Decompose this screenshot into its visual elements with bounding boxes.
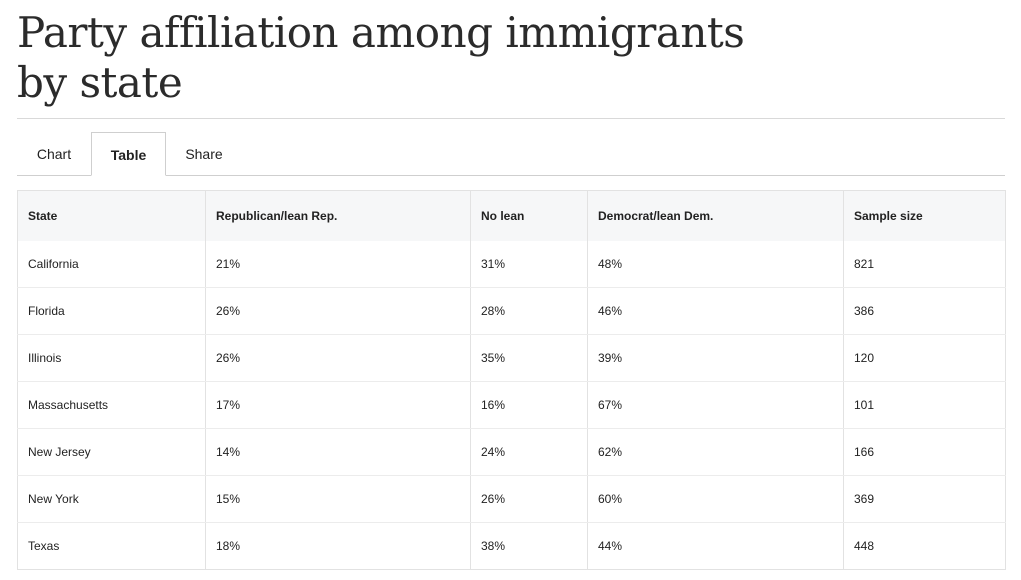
cell-no-lean: 24%	[470, 428, 588, 476]
tab-bar-divider	[17, 175, 1005, 176]
column-header-state[interactable]: State	[17, 190, 206, 241]
table-row: Illinois 26% 35% 39% 120	[17, 334, 1006, 382]
data-table: State Republican/lean Rep. No lean Democ…	[17, 190, 1006, 570]
tab-table[interactable]: Table	[91, 132, 166, 176]
table-row: Massachusetts 17% 16% 67% 101	[17, 381, 1006, 429]
cell-sample-size: 386	[843, 287, 1006, 335]
cell-state: Texas	[17, 522, 206, 570]
column-header-no-lean[interactable]: No lean	[470, 190, 588, 241]
cell-democrat: 46%	[587, 287, 844, 335]
cell-no-lean: 26%	[470, 475, 588, 523]
cell-republican: 26%	[205, 287, 471, 335]
cell-state: Massachusetts	[17, 381, 206, 429]
cell-sample-size: 166	[843, 428, 1006, 476]
cell-state: Illinois	[17, 334, 206, 382]
cell-state: California	[17, 241, 206, 288]
column-header-democrat[interactable]: Democrat/lean Dem.	[587, 190, 844, 241]
cell-sample-size: 369	[843, 475, 1006, 523]
table-row: Florida 26% 28% 46% 386	[17, 287, 1006, 335]
tab-bar: Chart Table Share	[17, 132, 1005, 176]
cell-no-lean: 16%	[470, 381, 588, 429]
cell-democrat: 67%	[587, 381, 844, 429]
cell-no-lean: 28%	[470, 287, 588, 335]
cell-sample-size: 120	[843, 334, 1006, 382]
table-row: New York 15% 26% 60% 369	[17, 475, 1006, 523]
cell-no-lean: 31%	[470, 241, 588, 288]
cell-democrat: 44%	[587, 522, 844, 570]
cell-republican: 17%	[205, 381, 471, 429]
cell-republican: 14%	[205, 428, 471, 476]
cell-democrat: 60%	[587, 475, 844, 523]
tab-chart[interactable]: Chart	[36, 146, 72, 162]
tab-share[interactable]: Share	[185, 146, 223, 162]
column-header-republican[interactable]: Republican/lean Rep.	[205, 190, 471, 241]
cell-democrat: 39%	[587, 334, 844, 382]
column-header-sample-size[interactable]: Sample size	[843, 190, 1006, 241]
cell-democrat: 48%	[587, 241, 844, 288]
cell-republican: 26%	[205, 334, 471, 382]
cell-democrat: 62%	[587, 428, 844, 476]
cell-no-lean: 35%	[470, 334, 588, 382]
cell-state: Florida	[17, 287, 206, 335]
table-row: Texas 18% 38% 44% 448	[17, 522, 1006, 570]
table-row: California 21% 31% 48% 821	[17, 241, 1006, 288]
cell-sample-size: 448	[843, 522, 1006, 570]
table-header-row: State Republican/lean Rep. No lean Democ…	[17, 190, 1006, 241]
cell-state: New York	[17, 475, 206, 523]
data-table-container: State Republican/lean Rep. No lean Democ…	[17, 190, 1006, 570]
title-divider	[17, 118, 1005, 119]
cell-republican: 21%	[205, 241, 471, 288]
cell-republican: 18%	[205, 522, 471, 570]
cell-sample-size: 821	[843, 241, 1006, 288]
cell-state: New Jersey	[17, 428, 206, 476]
page-title: Party affiliation among immigrants by st…	[17, 8, 745, 107]
table-row: New Jersey 14% 24% 62% 166	[17, 428, 1006, 476]
cell-no-lean: 38%	[470, 522, 588, 570]
cell-republican: 15%	[205, 475, 471, 523]
cell-sample-size: 101	[843, 381, 1006, 429]
